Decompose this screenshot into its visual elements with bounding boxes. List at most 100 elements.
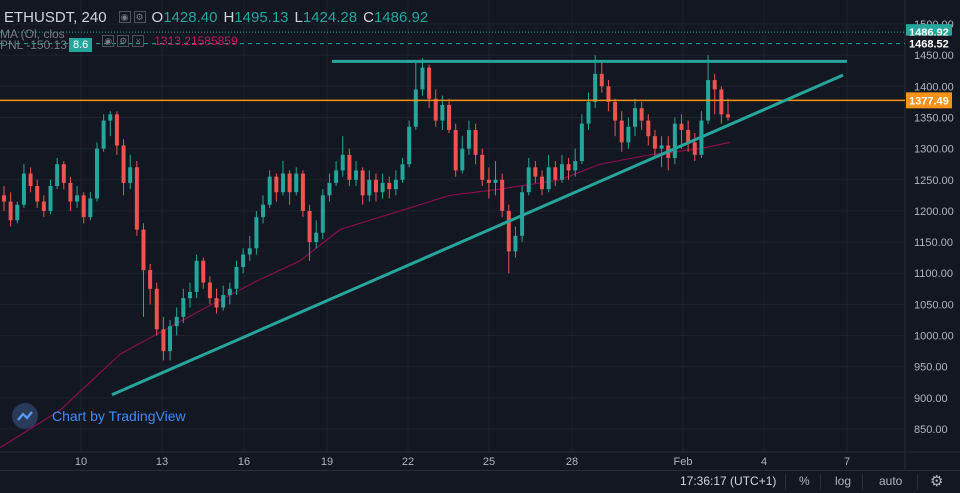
- candle-down: [506, 210, 511, 252]
- close-value: 1486.92: [373, 8, 429, 26]
- candle-up: [75, 195, 80, 202]
- low-value: 1424.28: [302, 8, 358, 26]
- candle-up: [559, 164, 564, 180]
- time-tick-label: Feb: [674, 456, 693, 468]
- candle-down: [599, 73, 604, 87]
- close-icon[interactable]: ×: [132, 35, 145, 47]
- divider: [785, 474, 786, 490]
- pnl-label: PNL -150.13: [0, 38, 67, 52]
- candle-down: [148, 270, 153, 289]
- candle-up: [340, 154, 345, 171]
- orange-price-label-box: [906, 92, 952, 109]
- candle-down: [726, 114, 730, 118]
- price-chart[interactable]: 850.00 900.00 950.00 1000.00 1050.00 1100.00 1…: [0, 0, 960, 470]
- candle-up: [320, 195, 325, 233]
- candle-up: [460, 148, 465, 171]
- candle-down: [387, 182, 392, 190]
- candle-down: [134, 167, 139, 230]
- log-toggle[interactable]: log: [835, 474, 852, 488]
- candle-up: [546, 167, 551, 190]
- time-tick-label: 7: [844, 456, 850, 468]
- candle-down: [473, 129, 478, 155]
- candle-down: [347, 154, 352, 180]
- candle-down: [712, 80, 717, 90]
- price-tick-label: 1050.00: [914, 299, 954, 311]
- pnl-badge: 8.6: [68, 38, 93, 52]
- candle-down: [207, 282, 212, 299]
- time-tick-label: 28: [566, 456, 578, 468]
- candle-up: [101, 120, 106, 149]
- candle-down: [41, 201, 46, 211]
- candle-down: [287, 173, 292, 193]
- candle-down: [453, 129, 458, 171]
- candle-up: [466, 129, 471, 149]
- candle-up: [593, 73, 598, 102]
- candle-down: [373, 179, 378, 193]
- candle-down: [201, 260, 206, 283]
- time-tick-label: 4: [761, 456, 767, 468]
- candle-up: [294, 173, 299, 193]
- candle-down: [35, 186, 40, 202]
- tradingview-watermark[interactable]: Chart by TradingView: [12, 403, 186, 429]
- symbol-label[interactable]: ETHUSDT, 240: [4, 8, 107, 26]
- indicator-legend: MA (Ol, clos PNL -150.13 8.6 ◉ ⚙ × 1313.…: [0, 27, 238, 52]
- high-label: H: [223, 8, 235, 26]
- candle-up: [393, 179, 398, 190]
- eye-icon[interactable]: ◉: [118, 11, 131, 23]
- price-tick-label: 1400.00: [914, 81, 954, 93]
- candle-down: [214, 298, 219, 308]
- candle-down: [679, 123, 684, 130]
- candle-up: [247, 248, 252, 255]
- candle-up: [194, 260, 199, 292]
- candle-up: [334, 170, 339, 183]
- candle-up: [55, 164, 60, 186]
- candle-down: [652, 136, 657, 149]
- candle-down: [161, 329, 166, 352]
- price-tick-label: 1150.00: [914, 237, 953, 249]
- auto-toggle[interactable]: auto: [879, 474, 903, 488]
- candle-up: [254, 217, 259, 249]
- candle-down: [500, 179, 505, 211]
- chart-area[interactable]: 850.00 900.00 950.00 1000.00 1050.00 1100.00 1…: [0, 0, 960, 470]
- candle-up: [88, 198, 93, 218]
- candle-up: [626, 126, 631, 143]
- settings-icon[interactable]: ⚙: [117, 35, 130, 47]
- candle-up: [261, 204, 266, 218]
- eye-icon[interactable]: ◉: [102, 35, 115, 47]
- candle-down: [553, 167, 558, 180]
- high-value: 1495.13: [234, 8, 289, 26]
- candle-up: [48, 186, 53, 211]
- time-tick-label: 22: [402, 456, 414, 468]
- price-tick-label: 1450.00: [914, 50, 954, 62]
- close-label: C: [363, 8, 374, 26]
- candle-up: [493, 179, 498, 183]
- candle-down: [154, 288, 159, 330]
- time-tick-label: 19: [321, 456, 333, 468]
- candle-up: [367, 179, 372, 196]
- clock-time[interactable]: 17:36:17 (UTC+1): [680, 474, 777, 488]
- gear-icon[interactable]: ⚙: [930, 473, 944, 490]
- candle-up: [380, 182, 385, 193]
- open-value: 1428.40: [163, 8, 218, 26]
- candle-up: [227, 288, 232, 296]
- level-price-label-box: [906, 35, 952, 52]
- candle-down: [360, 170, 365, 196]
- candle-up: [513, 235, 518, 252]
- settings-icon[interactable]: ⚙: [133, 11, 146, 23]
- cloud-icon: [12, 403, 38, 429]
- level-price-label-text: 1468.52: [909, 39, 949, 51]
- candle-down: [114, 114, 119, 146]
- ma-label[interactable]: MA (Ol, clos: [0, 27, 65, 41]
- price-tick-label: 950.00: [914, 362, 948, 374]
- candle-up: [221, 295, 226, 308]
- percent-toggle[interactable]: %: [799, 474, 810, 488]
- candle-down: [121, 145, 126, 183]
- candle-up: [573, 161, 578, 171]
- price-tick-label: 900.00: [914, 393, 948, 405]
- moving-average-line: [0, 141, 731, 449]
- candle-down: [639, 108, 644, 121]
- candle-up: [659, 145, 664, 149]
- candle-up: [400, 164, 405, 180]
- price-tick-label: 1300.00: [914, 144, 954, 156]
- time-tick-label: 13: [156, 456, 168, 468]
